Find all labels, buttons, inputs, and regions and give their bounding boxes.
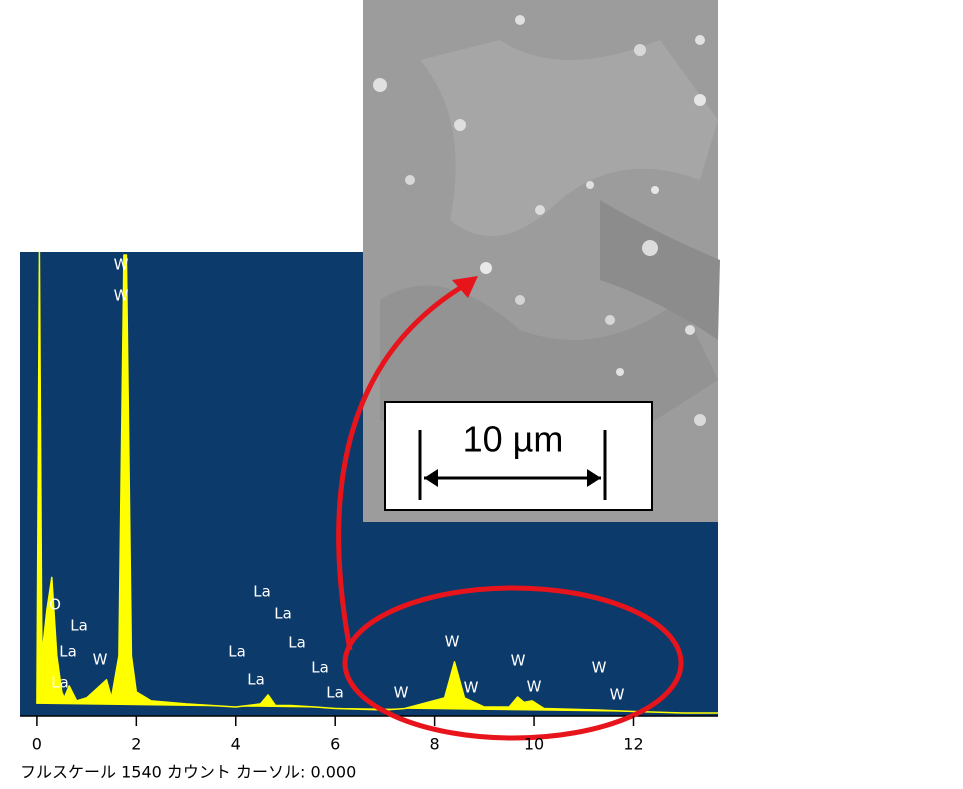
x-tick-label: 4 [231,735,241,754]
peak-label: W [93,651,108,669]
x-tick-label: 8 [430,735,440,754]
peak-label: W [511,652,526,670]
peak-label: W [464,679,479,697]
figure: フルスケール 1540 カウント カーソル: 0.000 10 µm 0 2 4 6 8… [0,0,963,789]
peak-label: La [228,643,246,661]
peak-label: La [59,643,77,661]
x-tick-label: 6 [330,735,340,754]
peak-label: La [51,674,69,692]
peak-label: La [288,634,306,652]
peak-label: La [247,671,265,689]
peak-label: W [610,686,625,704]
peak-label: La [70,617,88,635]
peak-label: O [49,596,61,614]
scale-bar-label: 10 µm [463,419,564,460]
peak-label: La [274,605,292,623]
peak-label: W [114,256,129,274]
sem-image: 10 µm [363,0,720,522]
peak-label: W [394,684,409,702]
footer-note: フルスケール 1540 カウント カーソル: 0.000 [20,763,356,782]
peak-label: W [592,659,607,677]
peak-label: La [311,659,329,677]
peak-label: W [527,678,542,696]
x-tick-label: 12 [623,735,643,754]
peak-label: W [114,287,129,305]
peak-label: La [253,583,271,601]
peak-label: La [326,684,344,702]
x-tick-label: 0 [32,735,42,754]
x-tick-label: 2 [131,735,141,754]
peak-label: W [445,633,460,651]
x-tick-label: 10 [524,735,544,754]
